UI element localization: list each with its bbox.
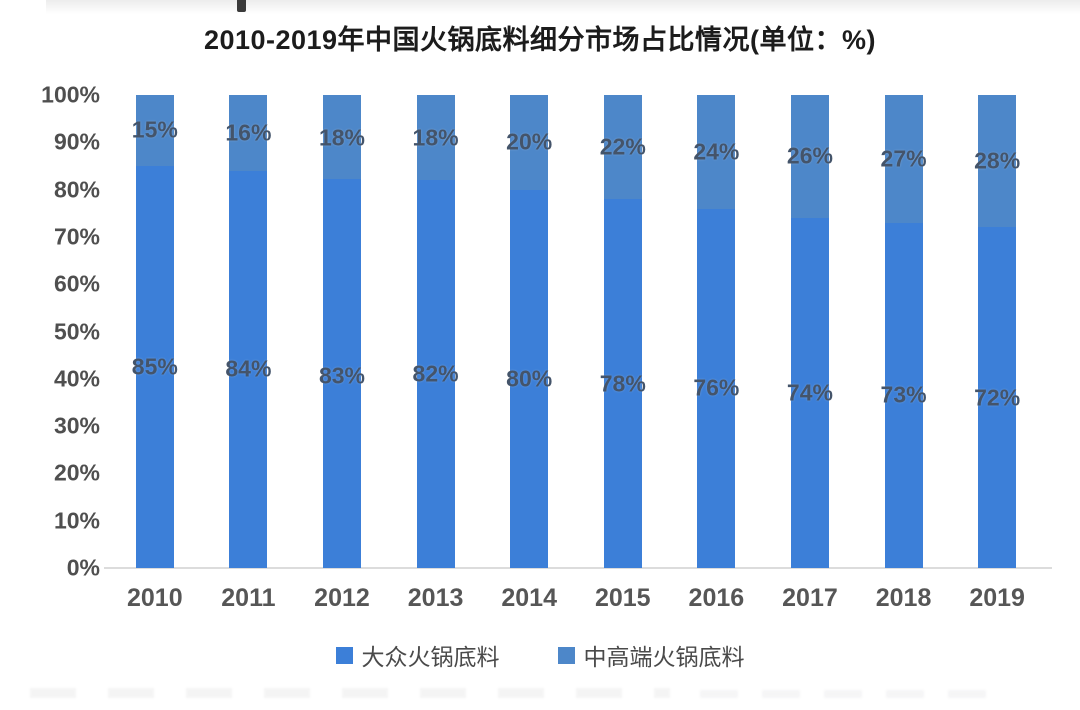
bar-column: 28% 72% 2019 (950, 95, 1044, 612)
data-label-mass-market: 84% (225, 355, 272, 382)
bar-column: 24% 76% 2016 (670, 95, 764, 612)
data-label-mid-high-end: 27% (880, 145, 927, 172)
segment-mid-high-end (510, 95, 549, 190)
bar-column: 27% 73% 2018 (857, 95, 951, 612)
data-label-mid-high-end: 18% (318, 124, 366, 151)
data-label-mass-market: 72% (974, 384, 1021, 411)
x-axis-label: 2015 (594, 584, 651, 612)
segment-mid-high-end (697, 95, 736, 209)
stacked-bar (135, 95, 174, 568)
legend-label: 大众火锅底料 (361, 644, 500, 670)
data-label-mid-high-end: 18% (412, 124, 459, 151)
segment-mass-market (978, 227, 1017, 568)
chart-title: 2010-2019年中国火锅底料细分市场占比情况(单位：%) (203, 25, 877, 55)
x-axis-label: 2010 (126, 584, 183, 612)
scan-gradient-edge (46, 0, 1080, 14)
stacked-bar (229, 95, 268, 568)
bar-column: 20% 80% 2014 (482, 95, 576, 612)
legend: 大众火锅底料 中高端火锅底料 (0, 638, 1080, 672)
x-axis-label: 2013 (407, 584, 464, 612)
y-axis-tick: 10% (53, 507, 100, 534)
x-axis-label: 2012 (314, 584, 370, 612)
x-axis-baseline (104, 567, 1052, 569)
stacked-bar (416, 95, 455, 568)
watermark-remnant (700, 690, 1010, 698)
bar-column: 26% 74% 2017 (763, 95, 857, 612)
segment-mid-high-end (884, 95, 923, 223)
y-axis-tick: 0% (66, 554, 100, 581)
x-axis-label: 2016 (688, 584, 745, 612)
legend-label: 中高端火锅底料 (583, 644, 745, 670)
stacked-bar (884, 95, 923, 568)
segment-mass-market (322, 179, 361, 568)
stacked-bar (790, 95, 829, 568)
data-label-mid-high-end: 15% (131, 116, 178, 143)
segment-mid-high-end (790, 95, 829, 218)
data-label-mass-market: 83% (318, 362, 366, 389)
data-label-mid-high-end: 26% (786, 142, 833, 169)
bar-column: 22% 78% 2015 (576, 95, 670, 612)
segment-mid-high-end (135, 95, 174, 166)
segment-mid-high-end (416, 95, 455, 181)
data-label-mid-high-end: 16% (225, 119, 272, 146)
x-axis-label: 2018 (875, 584, 932, 612)
bar-column: 16% 84% 2011 (202, 95, 296, 612)
legend-swatch (557, 646, 575, 664)
stacked-bar (322, 95, 361, 568)
segment-mass-market (790, 217, 829, 568)
plot-area: 15% 85% 2010 16% 84% 2011 18% 83% 2012 18% 82% 2013… (108, 95, 1044, 612)
stacked-bar (603, 95, 642, 568)
bar-column: 15% 85% 2010 (108, 95, 202, 612)
y-axis-tick: 70% (53, 223, 100, 250)
y-axis-tick: 50% (53, 318, 100, 344)
legend-swatch (335, 646, 353, 664)
y-axis: 0% 10% 20% 30% 40% 50% 60% 70% 80% 90% 100% (0, 82, 100, 581)
data-label-mid-high-end: 28% (974, 147, 1021, 174)
data-label-mid-high-end: 22% (599, 133, 646, 160)
segment-mass-market (884, 222, 923, 568)
legend-item: 中高端火锅底料 (557, 638, 745, 672)
stacked-bar (697, 95, 736, 568)
y-axis-tick: 90% (53, 128, 100, 155)
y-axis-tick: 60% (53, 270, 100, 297)
segment-mass-market (697, 208, 736, 568)
segment-mass-market (416, 180, 455, 568)
segment-mass-market (603, 199, 642, 568)
y-axis-tick: 80% (53, 176, 100, 203)
y-axis-tick: 20% (53, 459, 100, 486)
stacked-bar (510, 95, 549, 568)
stacked-bar (978, 95, 1017, 568)
segment-mass-market (135, 165, 174, 568)
bar-column: 18% 83% 2012 (295, 95, 389, 612)
y-axis-tick: 40% (53, 365, 100, 392)
crop-artifact-mark (237, 0, 246, 12)
data-label-mass-market: 78% (599, 370, 646, 397)
bar-column: 18% 82% 2013 (389, 95, 483, 612)
x-axis-label: 2019 (969, 584, 1025, 612)
segment-mid-high-end (603, 95, 642, 200)
legend-item: 大众火锅底料 (335, 638, 500, 672)
segment-mid-high-end (229, 95, 268, 171)
y-axis-tick: 30% (53, 412, 100, 439)
data-label-mass-market: 80% (506, 365, 553, 392)
data-label-mass-market: 85% (131, 353, 178, 380)
x-axis-label: 2014 (501, 584, 557, 612)
data-label-mass-market: 82% (412, 360, 459, 387)
data-label-mass-market: 76% (693, 374, 740, 401)
y-axis-tick: 100% (41, 81, 100, 108)
segment-mass-market (229, 170, 268, 568)
segment-mid-high-end (322, 95, 361, 180)
data-label-mass-market: 74% (786, 379, 833, 406)
x-axis-label: 2011 (221, 584, 276, 612)
segment-mass-market (510, 189, 549, 568)
data-label-mid-high-end: 20% (506, 128, 553, 155)
x-axis-label: 2017 (782, 584, 838, 612)
watermark-remnant (30, 688, 670, 698)
data-label-mass-market: 73% (880, 381, 927, 408)
segment-mid-high-end (978, 95, 1017, 228)
data-label-mid-high-end: 24% (693, 138, 740, 165)
